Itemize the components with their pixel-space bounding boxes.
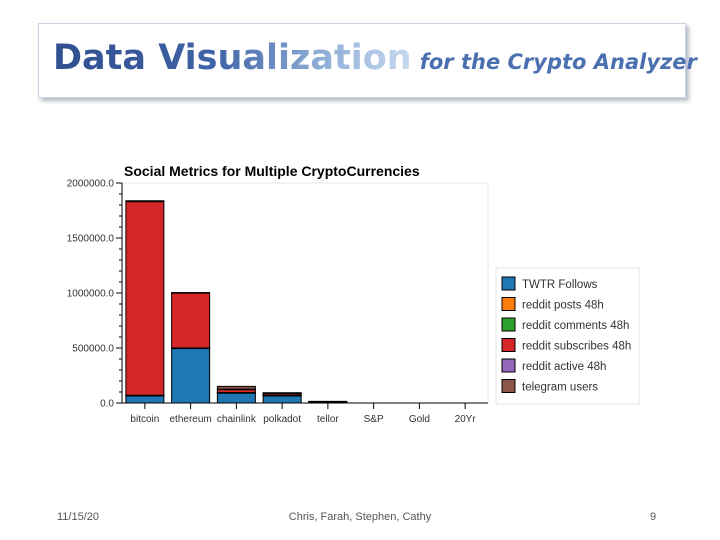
y-tick-label: 2000000.0 [67,179,115,190]
social-metrics-chart: Social Metrics for Multiple CryptoCurren… [67,163,640,425]
title-sub: for the Crypto Analyzer [419,50,697,74]
x-tick-label: Gold [409,414,430,425]
x-tick-label: bitcoin [130,414,159,425]
bar-segment [262,394,302,404]
legend-swatch [501,276,516,291]
chart-title: Social Metrics for Multiple CryptoCurren… [124,163,420,179]
y-tick-label: 1500000.0 [67,234,115,245]
bar-segment [171,292,211,294]
x-tick-label: S&P [364,414,384,425]
title-main: Data Visualization [53,38,412,78]
legend-label: reddit posts 48h [522,300,604,312]
bar-segment [125,200,165,203]
legend-swatch [501,317,516,332]
y-tick-label: 0.0 [100,399,114,410]
bar-segment [125,201,165,396]
title-box: Data Visualization for the Crypto Analyze… [38,23,697,98]
slide-title: Data Visualization for the Crypto Analyze… [53,38,697,78]
legend-swatch [501,379,516,393]
x-tick-label: tellor [317,414,339,425]
legend-box [495,267,640,405]
x-tick-label: chainlink [217,414,257,425]
footer-date: 11/15/20 [57,511,100,523]
bar-segment [216,392,256,404]
x-tick-label: polkadot [263,414,301,425]
legend-label: reddit subscribes 48h [522,341,631,353]
bar-segment [216,385,256,390]
bar-segment [125,394,165,404]
legend-label: telegram users [522,382,598,394]
legend-label: reddit active 48h [522,361,606,373]
bar-segment [308,400,348,403]
legend-swatch [501,358,516,373]
legend-swatch [501,338,516,352]
x-tick-label: ethereum [170,414,212,425]
footer-authors: Chris, Farah, Stephen, Cathy [288,511,432,523]
y-tick-label: 500000.0 [72,344,114,355]
bar-segment [171,292,211,349]
x-tick-label: 20Yr [455,414,477,425]
y-tick-label: 1000000.0 [67,289,115,300]
bar-segment [262,392,302,394]
footer-page-number: 9 [650,511,657,523]
bar-segment [171,347,211,404]
legend-label: TWTR Follows [522,279,598,291]
legend-swatch [501,297,516,311]
legend-label: reddit comments 48h [522,320,629,332]
